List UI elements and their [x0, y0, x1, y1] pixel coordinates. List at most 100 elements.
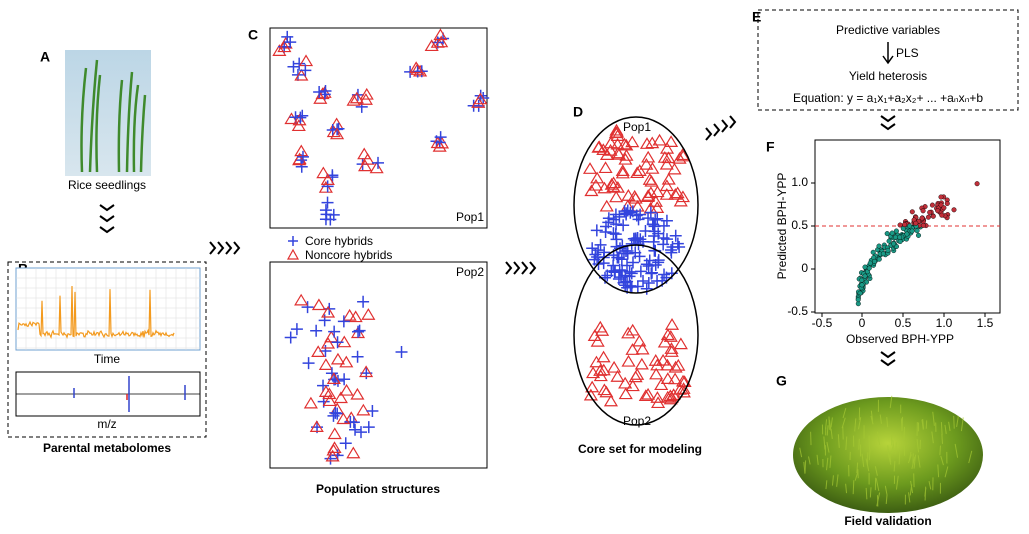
noncore-marker — [313, 300, 325, 310]
chromatogram — [16, 268, 200, 350]
noncore-marker — [612, 371, 624, 381]
panel-label: G — [776, 373, 787, 389]
legend-label: Core hybrids — [305, 234, 373, 248]
arrow-label: PLS — [896, 46, 919, 60]
data-point — [877, 244, 882, 249]
noncore-marker — [322, 338, 334, 348]
noncore-marker — [361, 89, 373, 99]
data-point — [921, 209, 926, 214]
noncore-marker — [661, 159, 673, 169]
set-label: Pop1 — [623, 120, 651, 134]
core-marker — [658, 269, 670, 281]
noncore-marker — [320, 359, 332, 369]
arrow — [883, 42, 893, 63]
grass-blade — [869, 436, 870, 450]
y-tick-label: 1.0 — [791, 175, 808, 189]
x-tick-label: 1.0 — [936, 316, 953, 330]
data-point — [859, 278, 864, 283]
axis-label: Predicted BPH-YPP — [775, 173, 789, 280]
set-label: Pop2 — [623, 414, 651, 428]
data-point — [914, 221, 919, 226]
panel-label: E — [752, 9, 761, 25]
plot-label: Pop1 — [456, 210, 484, 224]
grass-blade — [866, 488, 867, 499]
text-line: Yield heterosis — [849, 69, 927, 83]
caption: Population structures — [316, 482, 440, 496]
core-marker — [355, 426, 367, 438]
grass-blade — [942, 434, 943, 444]
core-marker — [303, 357, 315, 369]
arrow-right — [210, 242, 239, 254]
noncore-marker — [351, 389, 363, 399]
data-point — [927, 210, 932, 215]
data-point — [863, 265, 868, 270]
data-point — [935, 208, 940, 213]
data-point — [856, 297, 861, 302]
noncore-marker — [642, 152, 654, 162]
legend-marker — [288, 250, 298, 259]
x-tick-label: -0.5 — [812, 316, 833, 330]
core-marker — [338, 315, 350, 327]
data-point — [910, 210, 915, 215]
core-marker — [296, 161, 308, 173]
noncore-marker — [627, 325, 639, 335]
caption: Field validation — [844, 514, 931, 528]
x-tick-label: 0.5 — [895, 316, 912, 330]
noncore-marker — [659, 337, 671, 347]
data-point — [872, 259, 877, 264]
noncore-marker — [358, 149, 370, 159]
noncore-marker — [359, 161, 371, 171]
core-marker — [313, 86, 325, 98]
noncore-marker — [584, 163, 596, 173]
noncore-marker — [608, 362, 620, 372]
data-point — [894, 229, 899, 234]
x-tick-label: 0 — [859, 316, 866, 330]
panel-label: D — [573, 104, 583, 120]
noncore-marker — [655, 379, 667, 389]
data-point — [930, 203, 935, 208]
core-marker — [352, 351, 364, 363]
core-marker — [352, 326, 364, 338]
data-point — [921, 223, 926, 228]
arrow-down — [881, 116, 895, 129]
axis-label: m/z — [97, 417, 116, 431]
data-point — [940, 213, 945, 218]
noncore-marker — [347, 448, 359, 458]
core-marker — [322, 197, 334, 209]
core-marker — [310, 325, 322, 337]
noncore-marker — [586, 382, 598, 392]
data-point — [931, 214, 936, 219]
text-line: Predictive variables — [836, 23, 940, 37]
noncore-marker — [666, 319, 678, 329]
y-tick-label: -0.5 — [787, 304, 808, 318]
plot-frame — [270, 28, 487, 228]
legend-marker — [288, 236, 298, 246]
panel-label: A — [40, 49, 50, 65]
noncore-marker — [601, 201, 613, 211]
arrow-down — [100, 205, 114, 232]
noncore-marker — [345, 412, 357, 422]
core-marker — [631, 232, 643, 244]
arrow-right — [506, 262, 535, 274]
grass-blade — [853, 480, 854, 494]
core-marker — [643, 277, 655, 289]
data-point — [886, 248, 891, 253]
data-point — [868, 261, 873, 266]
grass-blade — [925, 487, 926, 501]
panel-label: C — [248, 27, 258, 43]
caption: Core set for modeling — [578, 442, 702, 456]
data-point — [890, 231, 895, 236]
noncore-marker — [357, 405, 369, 415]
noncore-marker — [332, 354, 344, 364]
data-point — [907, 224, 912, 229]
noncore-marker — [636, 359, 648, 369]
grass-blade — [896, 442, 897, 454]
field-photo — [793, 397, 983, 513]
data-point — [939, 195, 944, 200]
noncore-marker — [295, 295, 307, 305]
data-point — [891, 242, 896, 247]
core-marker — [285, 331, 297, 343]
noncore-marker — [633, 336, 645, 346]
core-marker — [396, 346, 408, 358]
data-point — [926, 215, 931, 220]
